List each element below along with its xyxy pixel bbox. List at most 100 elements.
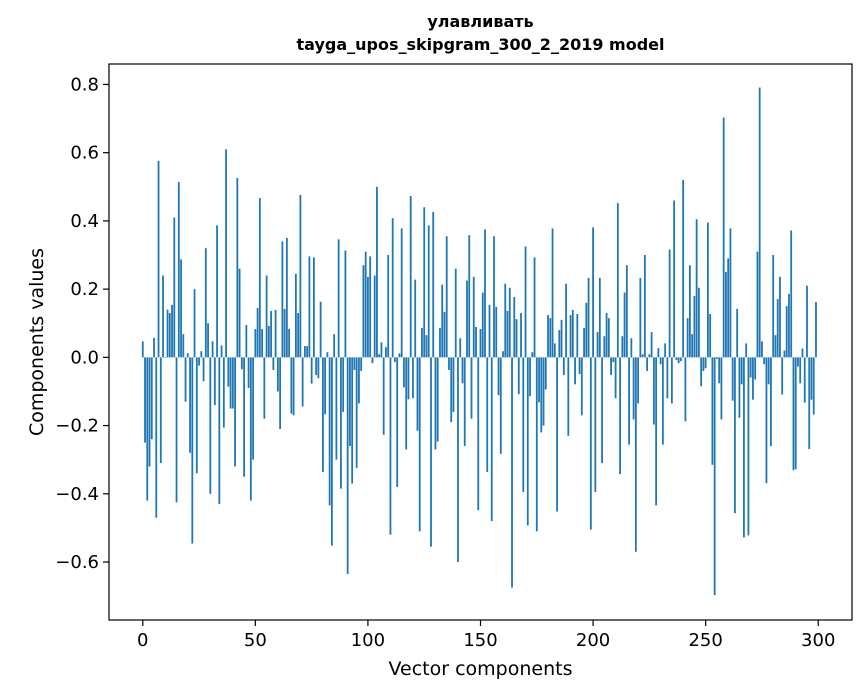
- bar: [549, 318, 552, 358]
- bar: [761, 341, 763, 358]
- y-axis-label: Components values: [26, 247, 48, 437]
- bar: [166, 309, 169, 358]
- bar: [173, 217, 176, 358]
- bar: [274, 309, 277, 358]
- bar: [466, 280, 468, 358]
- bar: [227, 357, 230, 387]
- bar: [276, 357, 279, 392]
- bar: [184, 357, 187, 402]
- bar: [511, 357, 513, 588]
- bar: [812, 357, 815, 415]
- bar: [222, 357, 225, 428]
- bar: [731, 357, 734, 401]
- bar: [477, 357, 480, 511]
- bar: [684, 357, 687, 422]
- bar: [524, 246, 527, 358]
- bar: [770, 357, 772, 447]
- bar: [792, 357, 795, 471]
- bar: [159, 357, 162, 464]
- bar: [673, 200, 676, 358]
- bar: [202, 357, 205, 382]
- bar: [517, 357, 520, 395]
- bar: [785, 306, 788, 358]
- bar: [321, 357, 324, 472]
- bar: [529, 357, 531, 397]
- bar: [150, 357, 153, 440]
- bar: [535, 357, 538, 532]
- x-tick-label: 100: [351, 630, 385, 651]
- bar: [193, 289, 196, 358]
- y-tick-label: 0.4: [70, 211, 99, 232]
- bar: [488, 304, 491, 358]
- bar: [612, 357, 615, 363]
- bar: [722, 117, 725, 358]
- bar: [180, 259, 182, 358]
- bar: [513, 296, 516, 358]
- bar: [650, 332, 653, 358]
- bar: [486, 357, 489, 472]
- bar: [231, 357, 234, 409]
- bar: [716, 357, 718, 360]
- bar: [520, 313, 522, 358]
- bar: [430, 357, 432, 547]
- bar: [797, 357, 799, 367]
- bar: [668, 249, 671, 358]
- bar: [441, 284, 444, 358]
- bar: [767, 357, 770, 385]
- bar: [533, 257, 536, 358]
- bar: [333, 334, 336, 358]
- bar: [387, 255, 390, 358]
- bar: [576, 314, 579, 358]
- bar: [157, 160, 160, 358]
- bar: [373, 275, 376, 358]
- bar: [317, 357, 320, 379]
- bar: [457, 357, 459, 563]
- bar: [725, 272, 727, 358]
- bar: [344, 250, 347, 358]
- bar: [308, 256, 311, 358]
- x-axis-label: Vector components: [388, 658, 573, 680]
- bar: [551, 228, 554, 358]
- bar: [567, 357, 570, 436]
- bar: [790, 230, 793, 358]
- bar: [531, 352, 534, 358]
- bar: [643, 255, 646, 358]
- bar: [234, 357, 236, 467]
- bar: [603, 336, 606, 358]
- bar: [614, 357, 617, 399]
- bar: [351, 357, 354, 484]
- bar: [380, 342, 383, 358]
- bar: [254, 329, 257, 358]
- bar: [565, 283, 567, 358]
- bar: [625, 265, 628, 358]
- bar: [655, 357, 658, 506]
- bar: [240, 357, 243, 370]
- bar: [508, 287, 511, 358]
- bar: [592, 227, 594, 358]
- bar: [423, 207, 426, 358]
- bar: [258, 198, 261, 358]
- bar: [213, 357, 216, 406]
- x-tick-label: 150: [463, 630, 497, 651]
- bar: [704, 357, 707, 369]
- bar: [355, 357, 358, 468]
- x-tick-label: 250: [688, 630, 722, 651]
- bar: [177, 182, 180, 358]
- bar: [391, 218, 394, 358]
- bar: [353, 357, 356, 370]
- bar: [677, 357, 680, 364]
- bar: [398, 353, 401, 358]
- bar: [326, 352, 329, 358]
- bar: [560, 319, 563, 358]
- bar: [542, 357, 545, 426]
- bar: [695, 219, 698, 358]
- bar: [315, 357, 318, 376]
- bar: [781, 357, 784, 395]
- bar: [448, 357, 450, 370]
- bar: [646, 357, 649, 371]
- bar: [405, 357, 408, 450]
- bar: [713, 357, 716, 596]
- bar: [583, 328, 585, 358]
- bar: [522, 357, 525, 493]
